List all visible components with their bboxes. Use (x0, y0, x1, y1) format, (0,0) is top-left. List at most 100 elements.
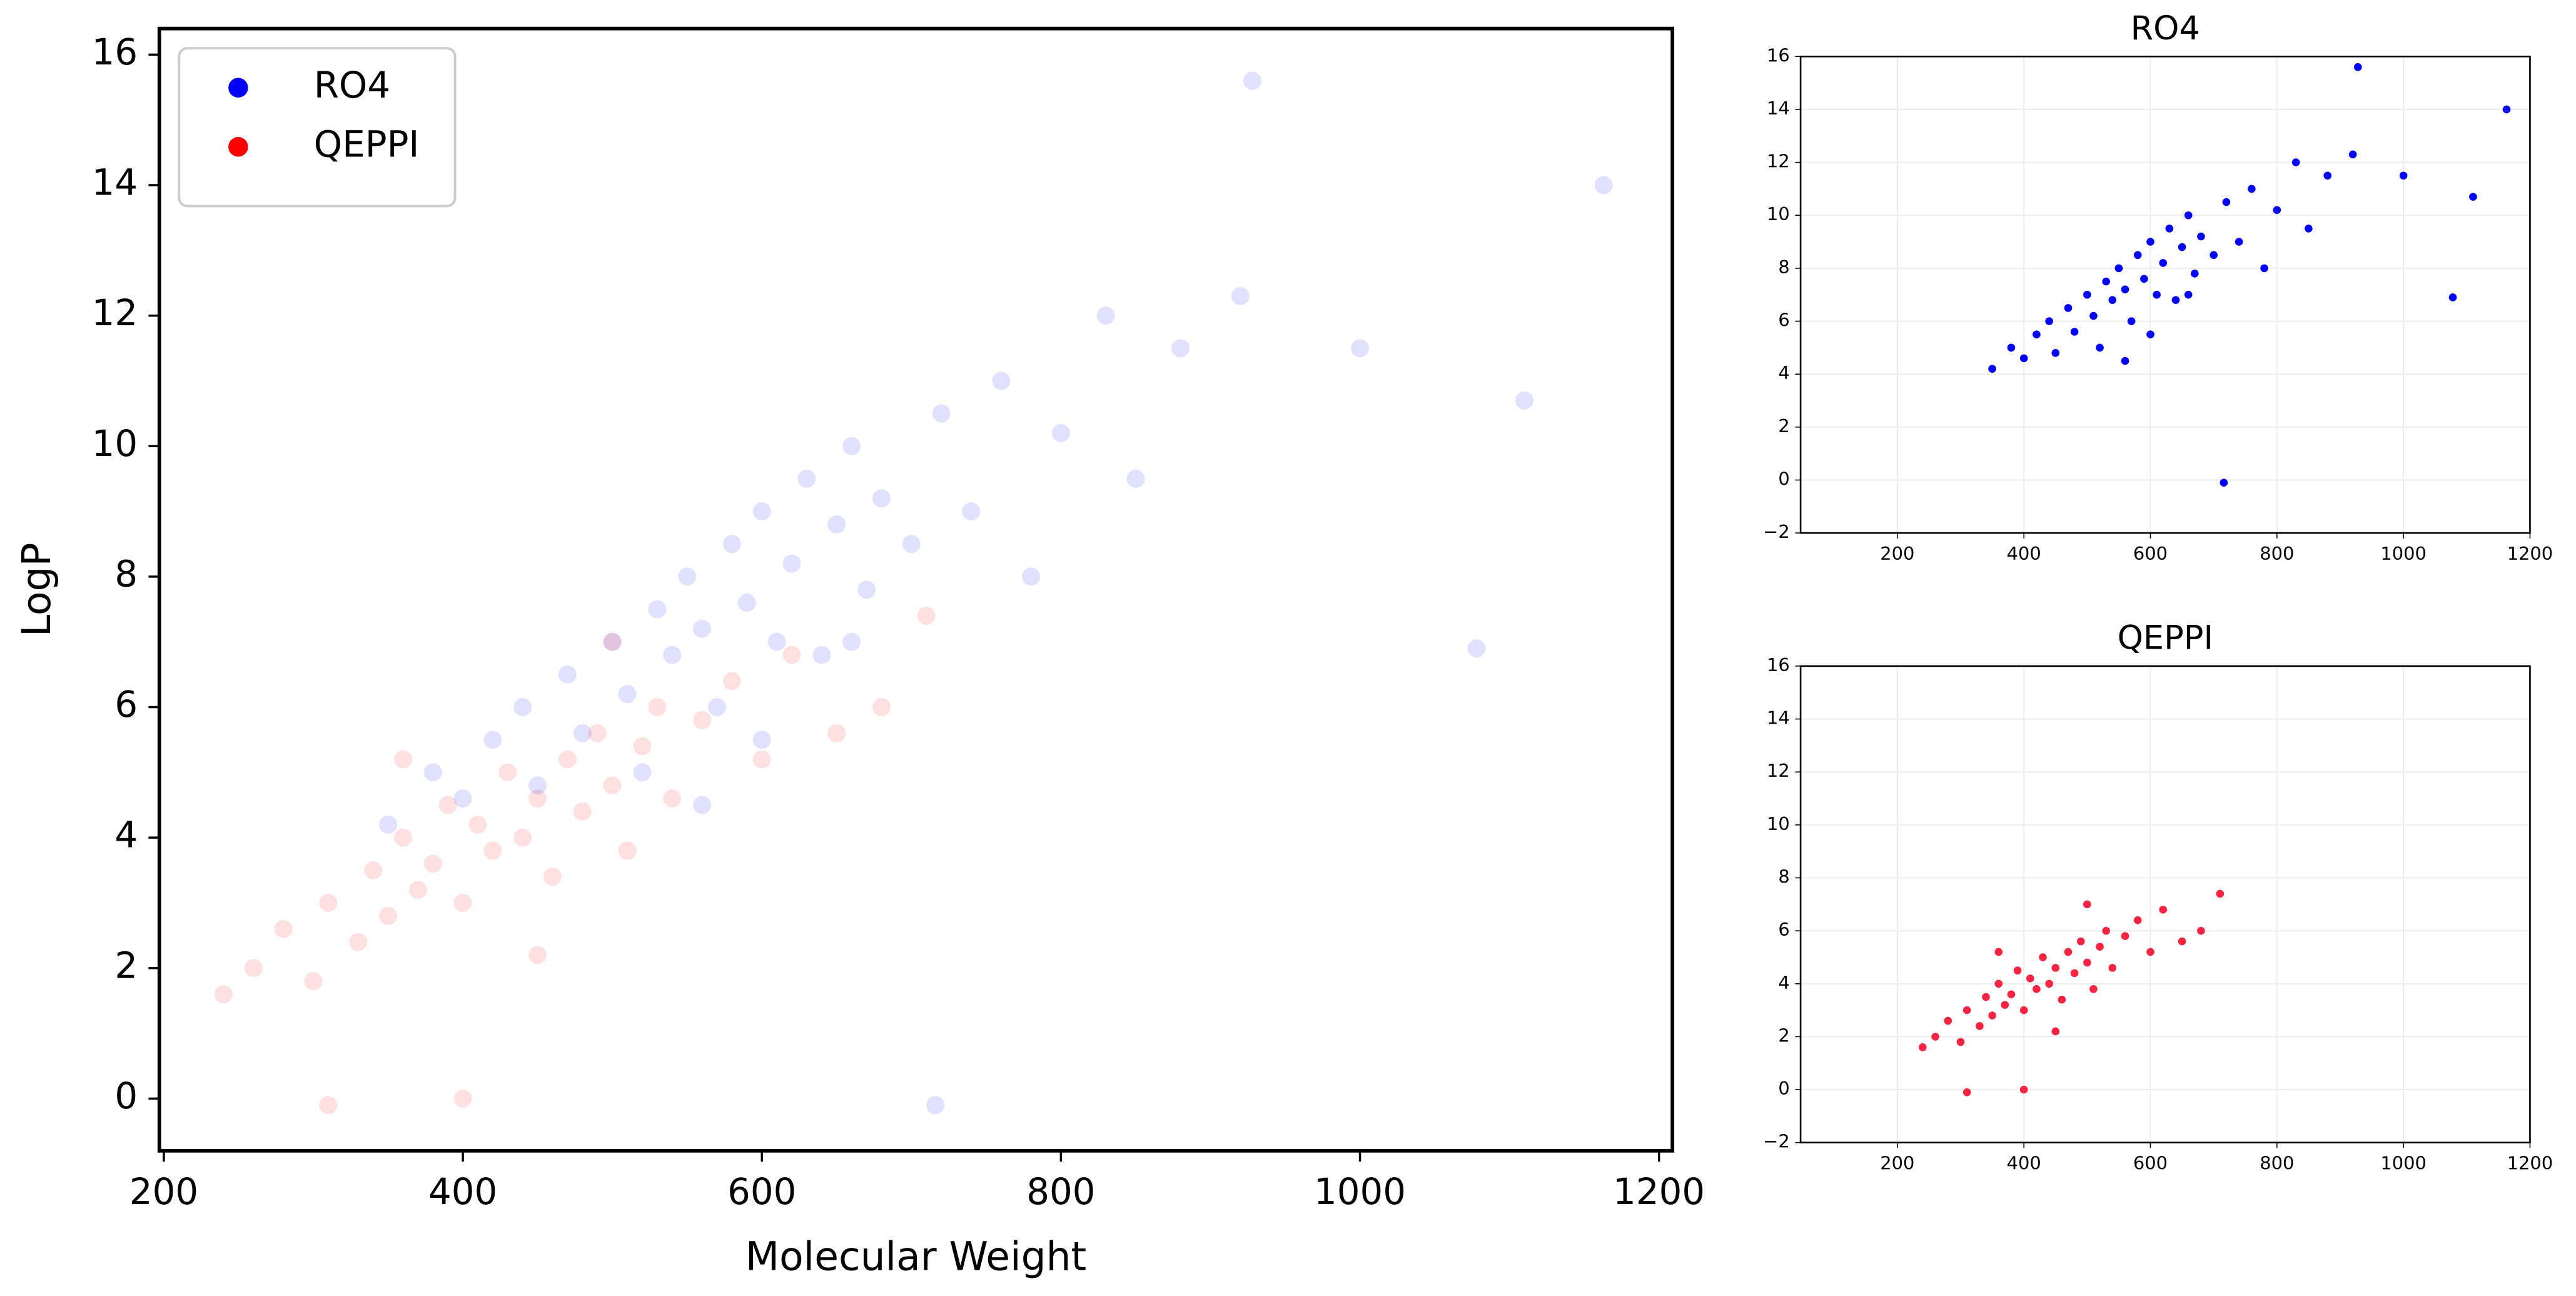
point (2045, 980, 2053, 988)
point (274, 919, 293, 938)
x-tick-label: 1000 (2380, 543, 2427, 564)
point (453, 789, 472, 807)
point (1022, 567, 1041, 586)
x-axis-label: Molecular Weight (745, 1233, 1087, 1279)
y-tick-label: 16 (1767, 44, 1790, 66)
point (2070, 328, 2079, 336)
point (2019, 1006, 2028, 1015)
point (1515, 391, 1533, 410)
y-tick-label: 8 (114, 553, 138, 595)
point (573, 802, 592, 821)
point (603, 776, 622, 795)
point (723, 535, 741, 554)
x-tick-label: 1200 (2507, 1152, 2553, 1173)
point (244, 959, 263, 978)
point (2210, 251, 2218, 260)
point (1976, 1022, 1984, 1030)
point (2108, 964, 2117, 972)
x-tick-label: 200 (1880, 543, 1914, 564)
point (648, 600, 667, 619)
point (2305, 225, 2313, 233)
point (2197, 926, 2205, 935)
point (2171, 296, 2180, 304)
point (2184, 290, 2193, 299)
point (588, 724, 607, 742)
x-tick-label: 600 (2133, 543, 2168, 564)
point (2076, 937, 2085, 946)
point (2348, 150, 2357, 159)
y-tick-label: 8 (1778, 256, 1789, 278)
point (2019, 354, 2028, 363)
point (468, 815, 487, 834)
point (872, 489, 891, 508)
point (2178, 937, 2186, 946)
y-tick-label: 2 (1778, 1025, 1789, 1046)
point (1171, 339, 1190, 358)
point (2039, 953, 2047, 961)
point (215, 985, 233, 1003)
point (872, 698, 891, 716)
point (902, 535, 921, 554)
point (926, 1096, 945, 1115)
y-tick-label: 12 (1767, 760, 1790, 781)
point (558, 665, 577, 684)
point (782, 554, 801, 573)
y-tick-label: 8 (1778, 866, 1789, 887)
point (633, 763, 652, 782)
legend-marker (228, 137, 248, 157)
point (319, 1096, 338, 1115)
x-tick-label: 400 (2007, 543, 2041, 564)
y-tick-label: 14 (1767, 707, 1790, 729)
point (528, 789, 547, 807)
point (2083, 290, 2091, 299)
point (827, 724, 846, 742)
point (2159, 905, 2168, 914)
legend-marker (228, 78, 248, 98)
point (483, 841, 502, 860)
point (2146, 238, 2154, 246)
point (304, 972, 323, 991)
point (2216, 889, 2225, 898)
point (423, 763, 442, 782)
point (2051, 349, 2060, 357)
y-tick-label: −2 (1763, 521, 1790, 542)
point (423, 854, 442, 873)
point (2007, 990, 2016, 998)
point (2469, 193, 2477, 201)
point (453, 1089, 472, 1108)
point (2089, 985, 2098, 993)
point (498, 763, 517, 782)
point (513, 828, 532, 847)
point (737, 594, 756, 612)
y-axis-label: LogP (13, 542, 59, 637)
point (2121, 285, 2129, 294)
point (1919, 1043, 1927, 1051)
point (2133, 916, 2142, 924)
y-tick-label: 12 (1767, 151, 1790, 172)
point (1962, 1088, 1971, 1096)
y-tick-label: 10 (1767, 203, 1790, 225)
point (2114, 264, 2123, 273)
chart-title: RO4 (2131, 9, 2200, 48)
point (797, 469, 816, 488)
point (2159, 259, 2168, 267)
point (693, 796, 712, 814)
point (2033, 330, 2041, 339)
x-tick-label: 400 (2007, 1152, 2041, 1173)
x-tick-label: 800 (2260, 1152, 2294, 1173)
point (1988, 1011, 1996, 1020)
point (708, 698, 726, 716)
point (2051, 964, 2060, 972)
point (603, 632, 622, 651)
point (394, 828, 412, 847)
y-tick-label: 16 (92, 31, 138, 73)
point (528, 776, 547, 795)
point (2108, 296, 2117, 304)
y-tick-label: 0 (1778, 1078, 1789, 1099)
y-tick-label: 4 (1778, 362, 1789, 383)
x-tick-label: 1000 (2380, 1152, 2427, 1173)
point (2070, 969, 2079, 978)
y-tick-label: 2 (114, 944, 138, 986)
x-tick-label: 1200 (2507, 543, 2553, 564)
point (1051, 423, 1070, 442)
